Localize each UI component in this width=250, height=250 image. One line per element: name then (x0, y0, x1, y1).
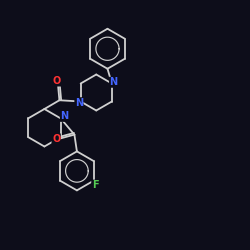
Text: N: N (60, 112, 68, 122)
Text: O: O (53, 76, 61, 86)
Text: O: O (52, 134, 60, 144)
Text: N: N (110, 77, 118, 87)
Text: N: N (75, 98, 83, 108)
Text: F: F (92, 180, 98, 190)
